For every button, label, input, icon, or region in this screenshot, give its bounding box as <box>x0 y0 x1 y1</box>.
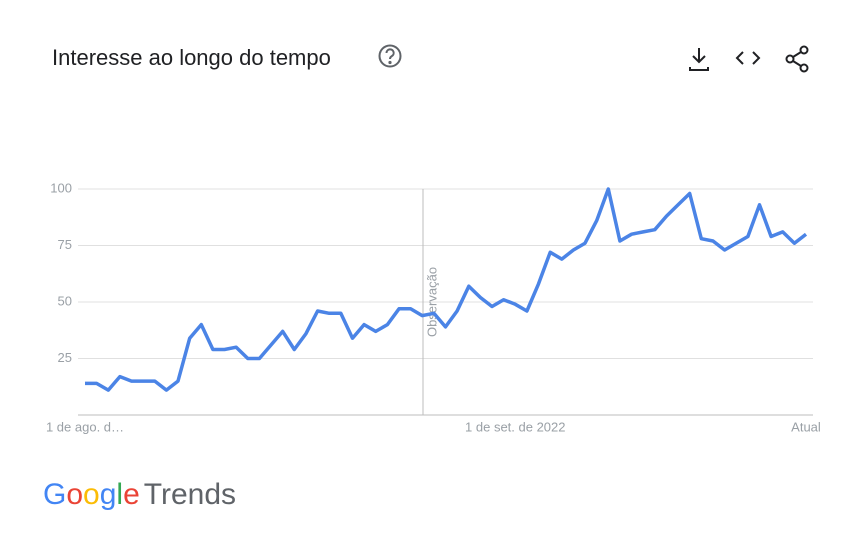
series-line <box>85 187 808 392</box>
x-tick-label: 1 de ago. d… <box>46 419 124 434</box>
annotation-label: Observação <box>424 267 439 337</box>
logo-letter: G <box>43 478 66 511</box>
google-trends-logo: Google Trends <box>43 478 236 511</box>
y-tick-label: 25 <box>58 350 72 365</box>
logo-letter: g <box>100 478 117 511</box>
share-icon[interactable] <box>785 45 809 73</box>
help-icon[interactable] <box>378 44 402 68</box>
logo-letter: l <box>116 478 123 511</box>
chart-title: Interesse ao longo do tempo <box>52 45 331 70</box>
logo-text: Google Trends <box>43 478 236 511</box>
download-icon[interactable] <box>689 48 709 71</box>
logo-letter: o <box>66 478 83 511</box>
logo-letter: o <box>83 478 100 511</box>
x-tick-label: 1 de set. de 2022 <box>465 419 565 434</box>
embed-icon[interactable] <box>735 51 761 65</box>
y-tick-label: 100 <box>50 180 72 195</box>
y-tick-label: 50 <box>58 293 72 308</box>
logo-product: Trends <box>144 478 236 511</box>
logo-letter: e <box>123 478 140 511</box>
y-tick-label: 75 <box>58 237 72 252</box>
x-tick-label: Atual <box>791 419 821 434</box>
